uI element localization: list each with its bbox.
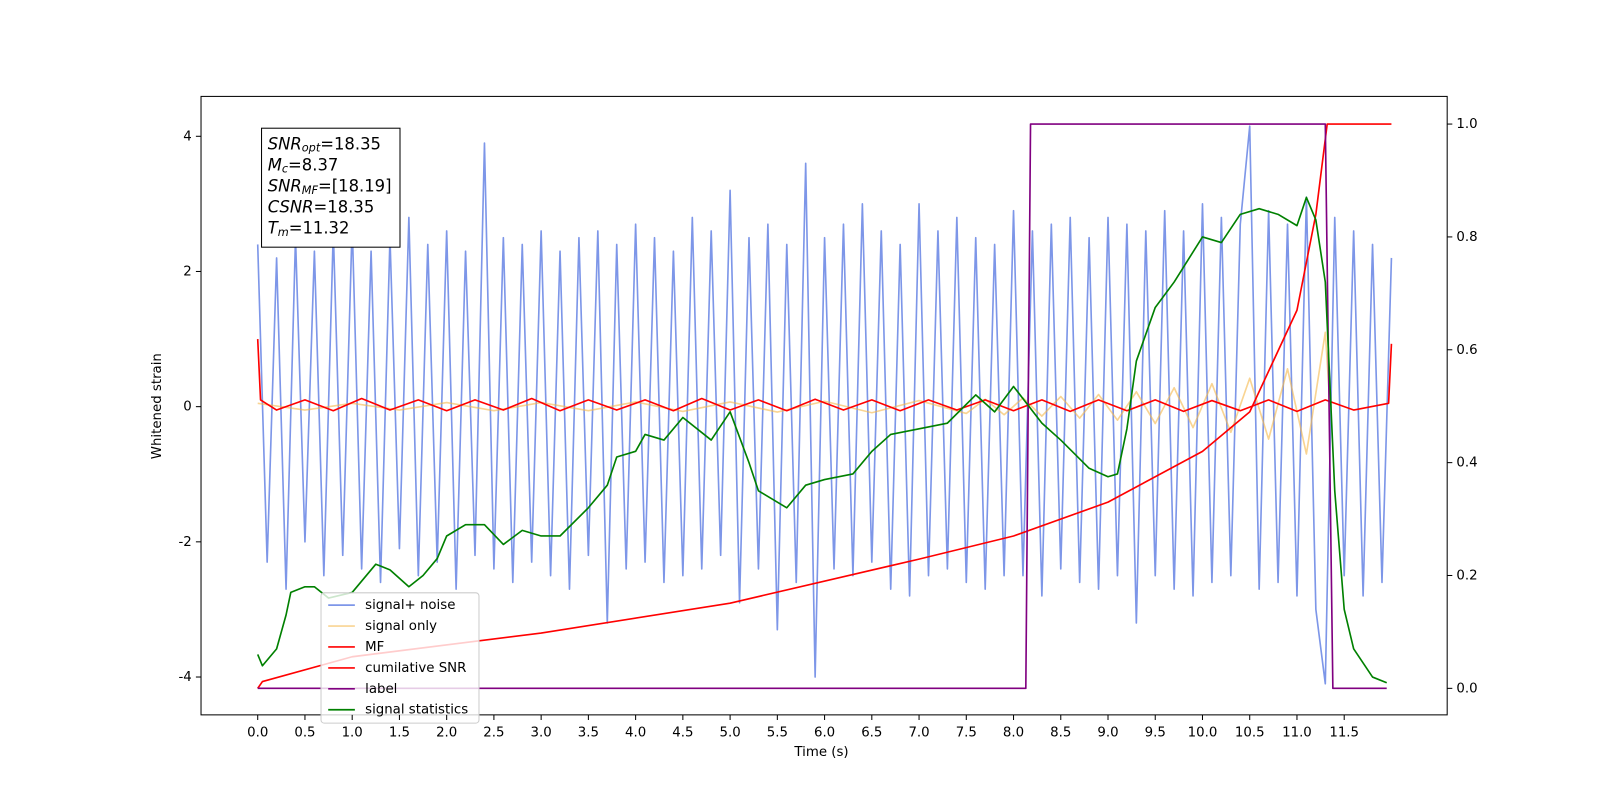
series-line xyxy=(257,331,1331,455)
legend-label: cumilative SNR xyxy=(365,661,466,676)
x-tick-label: 10.0 xyxy=(1188,725,1218,740)
x-tick-label: 3.5 xyxy=(578,725,599,740)
x-tick-label: 2.5 xyxy=(483,725,504,740)
x-tick-label: 5.0 xyxy=(719,725,740,740)
annotation-subscript: c xyxy=(282,163,289,176)
annotation-value: =18.35 xyxy=(320,134,381,153)
x-tick-label: 5.5 xyxy=(767,725,788,740)
x-tick-label: 7.0 xyxy=(908,725,929,740)
annotation-line: SNRMF=[18.19] xyxy=(268,176,392,197)
y-axis-label: Whitened strain xyxy=(150,353,165,459)
legend-label: signal+ noise xyxy=(365,598,455,613)
x-tick-label: 11.0 xyxy=(1282,725,1312,740)
annotation-line: SNRopt=18.35 xyxy=(268,134,381,155)
x-axis-label: Time (s) xyxy=(793,745,848,760)
series-line xyxy=(256,196,1388,684)
annotation-value: =11.32 xyxy=(289,218,350,237)
annotation-value: =[18.19] xyxy=(318,176,392,195)
series-line xyxy=(257,123,1387,690)
annotation-line: CSNR=18.35 xyxy=(268,197,375,216)
x-tick-label: 0.5 xyxy=(294,725,315,740)
y-tick-label: -4 xyxy=(178,670,191,685)
y2-tick-label: 1.0 xyxy=(1456,117,1477,132)
annotation-frame xyxy=(261,127,401,248)
y-tick-label: 0 xyxy=(183,400,191,415)
x-tick-label: 10.5 xyxy=(1235,725,1265,740)
x-tick-label: 8.5 xyxy=(1050,725,1071,740)
x-tick-label: 0.0 xyxy=(247,725,268,740)
annotation-subscript: opt xyxy=(302,142,321,155)
annotation-subscript: MF xyxy=(302,184,319,197)
annotation-symbol: T xyxy=(268,218,280,237)
x-tick-label: 4.0 xyxy=(625,725,646,740)
x-tick-label: 1.5 xyxy=(389,725,410,740)
x-tick-label: 9.5 xyxy=(1145,725,1166,740)
y2-tick-label: 0.6 xyxy=(1456,343,1477,358)
series-line xyxy=(256,125,1393,685)
y-tick-label: -2 xyxy=(178,535,191,550)
x-tick-label: 7.5 xyxy=(956,725,977,740)
annotation-symbol: CSNR xyxy=(268,197,314,216)
annotation-symbol: SNR xyxy=(268,134,302,153)
x-tick-label: 4.5 xyxy=(672,725,693,740)
annotation-subscript: m xyxy=(278,226,289,239)
annotation-box: SNRopt=18.35Mc=8.37SNRMF=[18.19]CSNR=18.… xyxy=(261,127,401,248)
annotation-symbol: SNR xyxy=(268,176,302,195)
annotation-symbol: M xyxy=(268,155,282,174)
legend-label: signal only xyxy=(365,619,437,634)
x-tick-label: 1.0 xyxy=(342,725,363,740)
y2-tick-label: 0.4 xyxy=(1456,456,1477,471)
annotation-line: Tm=11.32 xyxy=(268,218,350,239)
annotation-value: =18.35 xyxy=(314,197,375,216)
y2-tick-label: 0.2 xyxy=(1456,568,1477,583)
legend-label: signal statistics xyxy=(365,703,468,718)
y-tick-label: 2 xyxy=(183,264,191,279)
x-tick-label: 11.5 xyxy=(1329,725,1359,740)
y2-tick-label: 0.8 xyxy=(1456,230,1477,245)
annotation-line: Mc=8.37 xyxy=(268,155,339,176)
x-tick-label: 6.5 xyxy=(861,725,882,740)
y-tick-label: 4 xyxy=(183,129,191,144)
series-line xyxy=(256,339,1393,413)
legend-label: label xyxy=(365,682,397,697)
annotation-value: =8.37 xyxy=(288,155,338,174)
legend-frame xyxy=(320,592,480,724)
x-tick-label: 9.0 xyxy=(1097,725,1118,740)
x-tick-label: 3.0 xyxy=(531,725,552,740)
y2-tick-label: 0.0 xyxy=(1456,681,1477,696)
x-tick-label: 6.0 xyxy=(814,725,835,740)
legend-label: MF xyxy=(365,640,384,655)
x-tick-label: 8.0 xyxy=(1003,725,1024,740)
legend: signal+ noise signal only MF cumilative SNR… xyxy=(320,592,480,724)
x-tick-label: 2.0 xyxy=(436,725,457,740)
